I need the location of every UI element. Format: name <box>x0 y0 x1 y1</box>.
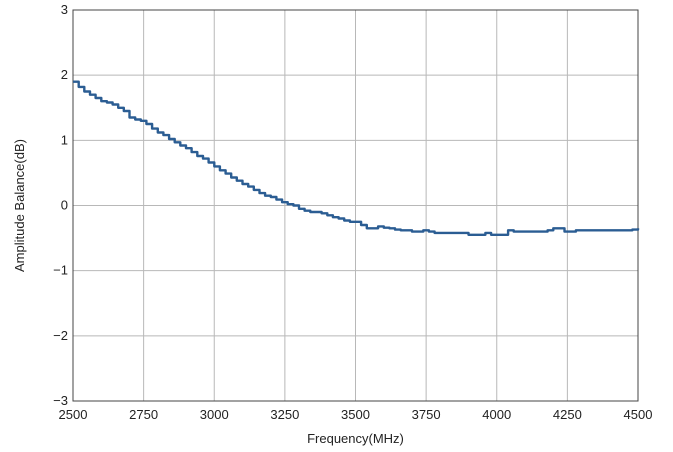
x-tick-label: 3250 <box>270 407 299 422</box>
y-tick-label: 2 <box>61 67 68 82</box>
x-tick-label: 3500 <box>341 407 370 422</box>
y-axis-label: Amplitude Balance(dB) <box>12 139 27 272</box>
x-tick-label: 4000 <box>482 407 511 422</box>
y-tick-labels: −3 −2 −1 0 1 2 3 <box>53 2 68 408</box>
series-line-amplitude-balance <box>73 80 640 236</box>
y-tick-label: −1 <box>53 263 68 278</box>
y-tick-label: 3 <box>61 2 68 17</box>
x-tick-labels: 2500 2750 3000 3250 3500 3750 4000 4250 4500 <box>59 407 653 422</box>
y-tick-label: −2 <box>53 328 68 343</box>
x-tick-label: 4500 <box>624 407 653 422</box>
x-tick-label: 2750 <box>129 407 158 422</box>
y-tick-label: 0 <box>61 198 68 213</box>
x-tick-label: 2500 <box>59 407 88 422</box>
x-axis-label: Frequency(MHz) <box>307 431 404 446</box>
y-tick-label: 1 <box>61 132 68 147</box>
x-tick-label: 3750 <box>412 407 441 422</box>
x-tick-label: 4250 <box>553 407 582 422</box>
x-tick-label: 3000 <box>200 407 229 422</box>
y-tick-label: −3 <box>53 393 68 408</box>
plot-frame <box>72 9 639 402</box>
grid-lines <box>72 9 639 402</box>
